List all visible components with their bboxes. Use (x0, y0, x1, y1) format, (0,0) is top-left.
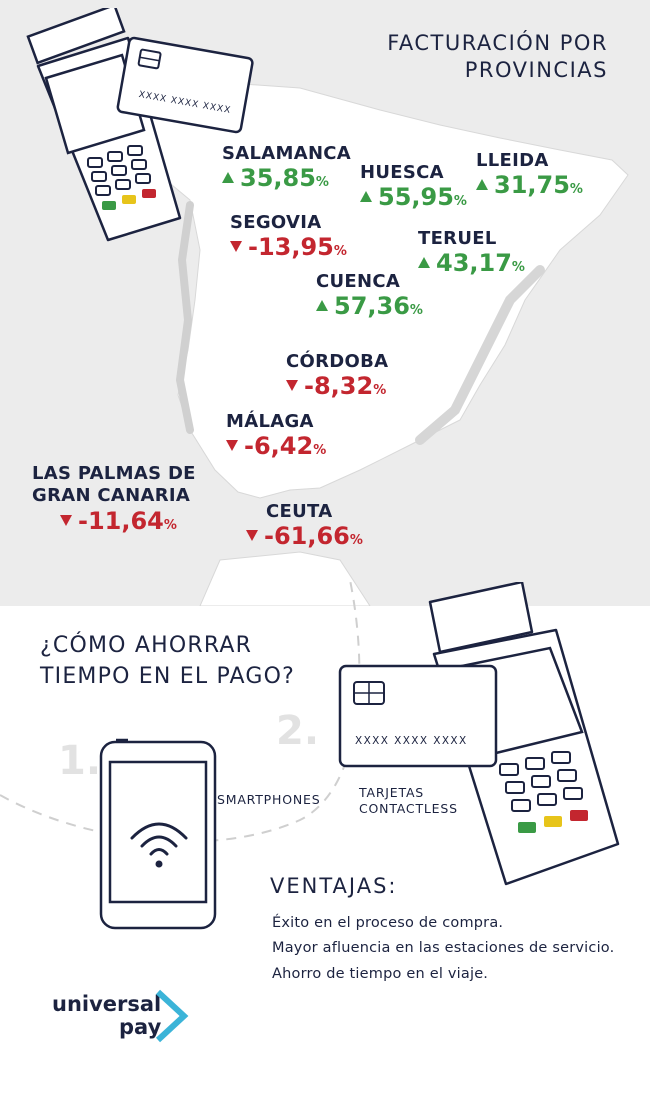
question-line-2: TIEMPO EN EL PAGO? (40, 664, 296, 689)
province-salamanca: SALAMANCA 35,85% (222, 143, 351, 197)
trend-down-icon (246, 529, 258, 541)
ventajas-heading: VENTAJAS: (270, 874, 398, 898)
province-name: LLEIDA (476, 150, 549, 171)
option-label-line-1: TARJETAS (359, 785, 425, 800)
option-label-contactless: TARJETAS CONTACTLESS (359, 785, 458, 817)
province-value: -13,95 (248, 233, 334, 261)
province-name: TERUEL (418, 228, 497, 249)
percent-unit: % (569, 182, 583, 197)
title-line-1: FACTURACIÓN POR (387, 31, 608, 55)
trend-down-icon (226, 439, 238, 451)
province-value: 31,75 (494, 171, 570, 199)
question-line-1: ¿CÓMO AHORRAR (40, 633, 253, 658)
percent-unit: % (163, 518, 177, 533)
pos-terminal-bottom-icon (338, 582, 620, 886)
province-teruel: TERUEL 43,17% (418, 228, 525, 282)
province-cordoba: CÓRDOBA -8,32% (286, 351, 388, 405)
province-value: 57,36 (334, 292, 410, 320)
province-value: -6,42 (244, 432, 314, 460)
percent-unit: % (313, 443, 327, 458)
percent-unit: % (315, 175, 329, 190)
province-cuenca: CUENCA 57,36% (316, 271, 423, 325)
province-lleida: LLEIDA 31,75% (476, 150, 583, 204)
percent-unit: % (373, 383, 387, 398)
page-title: FACTURACIÓN POR PROVINCIAS (387, 30, 608, 84)
section-question: ¿CÓMO AHORRAR TIEMPO EN EL PAGO? (40, 630, 295, 692)
province-name: CUENCA (316, 271, 401, 292)
province-las-palmas: LAS PALMAS DE GRAN CANARIA -11,64% (32, 463, 196, 540)
province-ceuta: CEUTA -61,66% (246, 501, 363, 555)
trend-down-icon (60, 514, 72, 526)
option-label-smartphones: SMARTPHONES (217, 792, 321, 807)
province-value: -61,66 (264, 522, 350, 550)
contactless-icon (130, 822, 188, 856)
logo-line-2: pay (119, 1015, 162, 1039)
province-value: 35,85 (240, 164, 316, 192)
province-name: MÁLAGA (226, 411, 314, 432)
benefit-item-1: Éxito en el proceso de compra. (272, 915, 504, 931)
province-name: SEGOVIA (230, 212, 322, 233)
universal-pay-logo: universal pay (52, 993, 161, 1039)
chevron-right-icon (155, 989, 189, 1043)
trend-up-icon (222, 171, 234, 183)
province-value: 43,17 (436, 249, 512, 277)
province-name: HUESCA (360, 162, 444, 183)
percent-unit: % (409, 303, 423, 318)
percent-unit: % (349, 533, 363, 548)
title-line-2: PROVINCIAS (464, 58, 608, 82)
africa-coast (199, 551, 371, 606)
percent-unit: % (333, 244, 347, 259)
card-number-bottom: XXXX XXXX XXXX (355, 735, 468, 747)
trend-up-icon (418, 256, 430, 268)
percent-unit: % (511, 260, 525, 275)
spain-map (149, 81, 629, 606)
trend-up-icon (476, 178, 488, 190)
coast-outline (415, 265, 545, 445)
province-name-line-1: LAS PALMAS DE (32, 463, 196, 484)
portugal-border (175, 201, 194, 434)
province-name-line-2: GRAN CANARIA (32, 485, 191, 506)
option-label-line-2: CONTACTLESS (359, 801, 458, 816)
trend-down-icon (230, 240, 242, 252)
province-segovia: SEGOVIA -13,95% (230, 212, 347, 266)
logo-line-1: universal (52, 992, 162, 1016)
province-name: CÓRDOBA (286, 351, 389, 372)
option-number-2: 2. (276, 708, 320, 754)
province-name: CEUTA (266, 501, 333, 522)
trend-up-icon (360, 190, 372, 202)
province-value: -8,32 (304, 372, 374, 400)
percent-unit: % (453, 194, 467, 209)
pos-terminal-top-icon (26, 8, 254, 242)
option-number-1: 1. (58, 738, 102, 784)
benefit-item-2: Mayor afluencia en las estaciones de ser… (272, 940, 615, 956)
smartphone-icon (99, 738, 217, 930)
trend-up-icon (316, 299, 328, 311)
trend-down-icon (286, 379, 298, 391)
benefit-item-3: Ahorro de tiempo en el viaje. (272, 966, 489, 982)
province-huesca: HUESCA 55,95% (360, 162, 467, 216)
province-name: SALAMANCA (222, 143, 352, 164)
province-value: 55,95 (378, 183, 454, 211)
province-value: -11,64 (78, 507, 164, 535)
province-malaga: MÁLAGA -6,42% (226, 411, 326, 465)
